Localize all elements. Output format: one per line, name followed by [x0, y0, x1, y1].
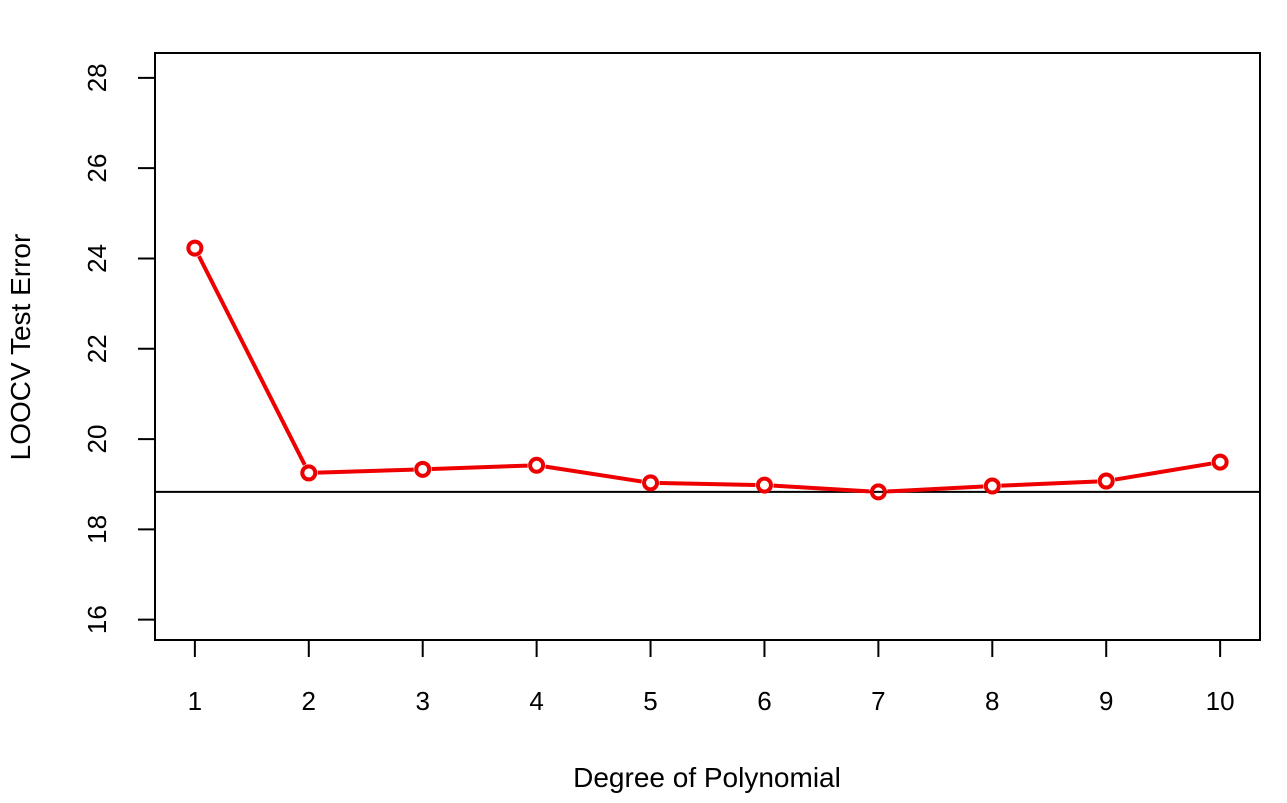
- y-tick-label: 20: [82, 425, 112, 454]
- y-tick-label: 22: [82, 334, 112, 363]
- x-tick-label: 9: [1099, 686, 1113, 716]
- x-tick-label: 10: [1206, 686, 1235, 716]
- x-tick-label: 1: [188, 686, 202, 716]
- series-segment: [431, 463, 528, 471]
- plot-frame: [154, 52, 1261, 641]
- data-point: [414, 460, 432, 478]
- y-axis: 16 18 20 22 24 26 28: [82, 63, 155, 634]
- y-tick-label: 18: [82, 515, 112, 544]
- data-point: [983, 477, 1001, 495]
- series-segment: [773, 483, 870, 494]
- data-point: [869, 483, 887, 501]
- x-tick-label: 7: [871, 686, 885, 716]
- data-point: [755, 476, 773, 494]
- data-point: [300, 464, 318, 482]
- series-segment: [1001, 479, 1098, 488]
- y-tick-label: 16: [82, 605, 112, 634]
- y-axis-title: LOOCV Test Error: [5, 234, 36, 461]
- x-tick-label: 8: [985, 686, 999, 716]
- series-segment: [317, 467, 414, 475]
- y-tick-label: 24: [82, 244, 112, 273]
- x-tick-label: 2: [302, 686, 316, 716]
- x-axis: 1 2 3 4 5 6 7 8 9 10: [188, 640, 1235, 716]
- data-point: [186, 239, 204, 257]
- x-tick-label: 6: [757, 686, 771, 716]
- data-point: [1097, 472, 1115, 490]
- series-segment: [545, 464, 642, 484]
- series-segment: [197, 255, 307, 466]
- series-segment: [887, 484, 984, 494]
- x-tick-label: 4: [529, 686, 543, 716]
- x-tick-label: 5: [643, 686, 657, 716]
- series-segment: [659, 481, 756, 487]
- data-point: [528, 456, 546, 474]
- x-tick-label: 3: [415, 686, 429, 716]
- y-tick-label: 28: [82, 63, 112, 92]
- series-segment: [1114, 461, 1212, 482]
- data-point: [1211, 453, 1229, 471]
- series-group: [186, 239, 1229, 501]
- data-point: [642, 474, 660, 492]
- x-axis-title: Degree of Polynomial: [573, 762, 841, 793]
- y-tick-label: 26: [82, 154, 112, 183]
